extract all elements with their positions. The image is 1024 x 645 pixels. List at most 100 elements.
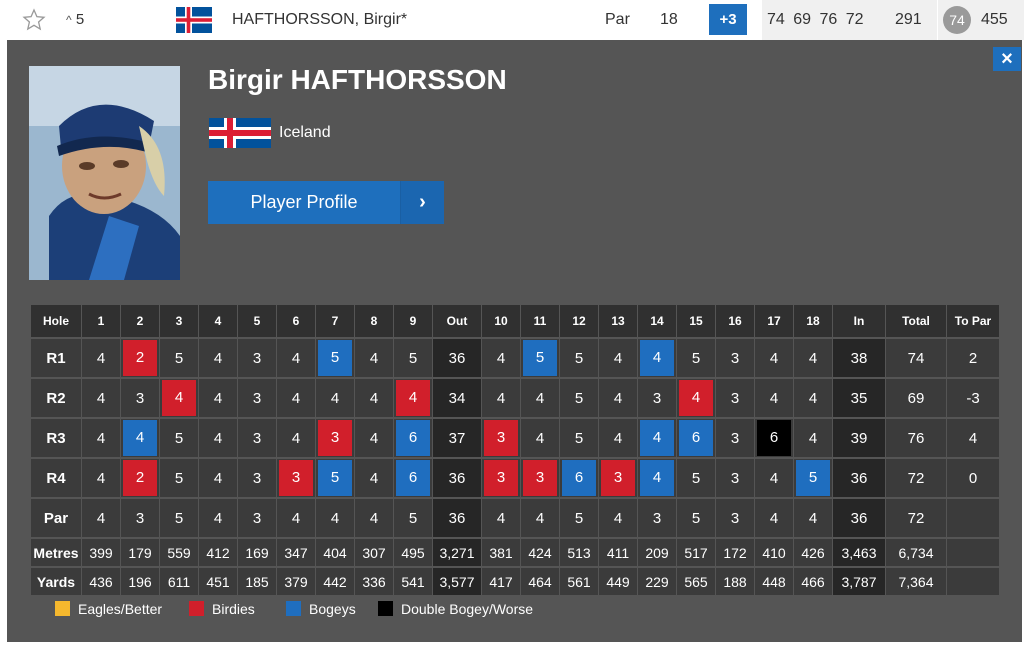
- legend-item: Bogeys: [286, 601, 356, 617]
- score-cell: 4: [199, 419, 237, 457]
- score-marker: 4: [640, 340, 674, 376]
- score-cell: 4: [82, 459, 120, 497]
- score-cell: 39: [833, 419, 885, 457]
- score-cell: 464: [521, 568, 559, 595]
- row-label: R1: [31, 339, 81, 377]
- row-label: R3: [31, 419, 81, 457]
- score-cell: 3: [638, 499, 676, 537]
- score-cell: 5: [560, 499, 598, 537]
- score-cell: 4: [316, 379, 354, 417]
- score-cell: 5: [794, 459, 832, 497]
- score-cell: 3: [482, 459, 520, 497]
- player-profile-label: Player Profile: [250, 192, 358, 212]
- close-button[interactable]: ×: [993, 47, 1021, 71]
- score-cell: 3: [716, 379, 754, 417]
- score-row: R2 4 3 4 4 3 4 4 4 4 34 4 4 5 4 3 4 3 4 4 35 69 -3: [31, 379, 999, 417]
- player-photo: [29, 66, 180, 280]
- score-cell: 34: [433, 379, 481, 417]
- header-cell: Total: [886, 305, 946, 337]
- header-cell: In: [833, 305, 885, 337]
- legend-label: Bogeys: [309, 601, 356, 617]
- to-par-badge: +3: [709, 4, 747, 35]
- score-cell: 4: [394, 379, 432, 417]
- score-cell: 3: [238, 459, 276, 497]
- score-marker: 2: [123, 460, 157, 496]
- favourite-star-icon[interactable]: [22, 0, 46, 40]
- header-cell: 1: [82, 305, 120, 337]
- header-cell: 5: [238, 305, 276, 337]
- score-marker: 6: [396, 460, 430, 496]
- score-cell: 188: [716, 568, 754, 595]
- score-cell: 4: [82, 339, 120, 377]
- header-cell: 15: [677, 305, 715, 337]
- player-profile-button[interactable]: Player Profile ›: [208, 181, 444, 224]
- row-label: Yards: [31, 568, 81, 595]
- score-cell: 0: [947, 459, 999, 497]
- score-marker: 4: [162, 380, 196, 416]
- score-cell: 3: [716, 459, 754, 497]
- score-cell: 3: [521, 459, 559, 497]
- score-cell: 3,787: [833, 568, 885, 595]
- row-label: Metres: [31, 539, 81, 566]
- score-cell: 2: [121, 339, 159, 377]
- score-cell: 5: [560, 339, 598, 377]
- points-value: 455: [981, 11, 1008, 28]
- score-cell: 74: [886, 339, 946, 377]
- score-cell: 3: [121, 499, 159, 537]
- score-cell: 4: [599, 419, 637, 457]
- score-marker: 5: [796, 460, 830, 496]
- header-cell: 6: [277, 305, 315, 337]
- score-cell: 4: [82, 499, 120, 537]
- score-cell: 5: [160, 499, 198, 537]
- score-cell: 5: [677, 499, 715, 537]
- score-cell: 2: [121, 459, 159, 497]
- score-marker: 6: [562, 460, 596, 496]
- score-marker: 5: [318, 460, 352, 496]
- score-cell: 451: [199, 568, 237, 595]
- header-cell: 8: [355, 305, 393, 337]
- score-row: Yards 436 196 611 451 185 379 442 336 541 3,577 417…: [31, 568, 999, 595]
- score-cell: 3: [238, 379, 276, 417]
- score-cell: 4: [638, 419, 676, 457]
- score-cell: 4: [638, 339, 676, 377]
- score-row: R4 4 2 5 4 3 3 5 4 6 36 3 3 6 3 4 5 3 4 5 36 72 0: [31, 459, 999, 497]
- score-cell: [947, 499, 999, 537]
- score-cell: 4: [355, 379, 393, 417]
- header-cell: To Par: [947, 305, 999, 337]
- score-cell: 6: [755, 419, 793, 457]
- score-cell: 3: [316, 419, 354, 457]
- leaderboard-row[interactable]: ^ 5 HAFTHORSSON, Birgir* Par 18 +3 74 69…: [0, 0, 1024, 40]
- score-cell: 5: [160, 339, 198, 377]
- score-marker: 6: [679, 420, 713, 456]
- score-cell: 3: [716, 499, 754, 537]
- score-cell: 72: [886, 459, 946, 497]
- header-cell: 12: [560, 305, 598, 337]
- legend-swatch: [189, 601, 204, 616]
- score-cell: 3: [638, 379, 676, 417]
- round-scores: 74 69 76 72: [767, 11, 864, 28]
- score-cell: 417: [482, 568, 520, 595]
- score-row: R3 4 4 5 4 3 4 3 4 6 37 3 4 5 4 4 6 3 6 4 39 76 4: [31, 419, 999, 457]
- score-cell: 72: [886, 499, 946, 537]
- score-cell: 4: [794, 339, 832, 377]
- header-cell: 16: [716, 305, 754, 337]
- score-marker: 4: [640, 420, 674, 456]
- score-cell: 3: [716, 339, 754, 377]
- score-cell: 37: [433, 419, 481, 457]
- score-cell: 379: [277, 568, 315, 595]
- score-cell: 196: [121, 568, 159, 595]
- player-name[interactable]: HAFTHORSSON, Birgir*: [232, 11, 408, 28]
- score-cell: 5: [394, 339, 432, 377]
- score-cell: 4: [599, 379, 637, 417]
- legend-swatch: [286, 601, 301, 616]
- score-cell: 347: [277, 539, 315, 566]
- score-cell: [947, 568, 999, 595]
- score-cell: 399: [82, 539, 120, 566]
- score-marker: 5: [523, 340, 557, 376]
- score-cell: 5: [394, 499, 432, 537]
- score-cell: 513: [560, 539, 598, 566]
- score-cell: 4: [755, 499, 793, 537]
- rounds-background: [762, 0, 937, 40]
- score-cell: 410: [755, 539, 793, 566]
- score-cell: 36: [833, 499, 885, 537]
